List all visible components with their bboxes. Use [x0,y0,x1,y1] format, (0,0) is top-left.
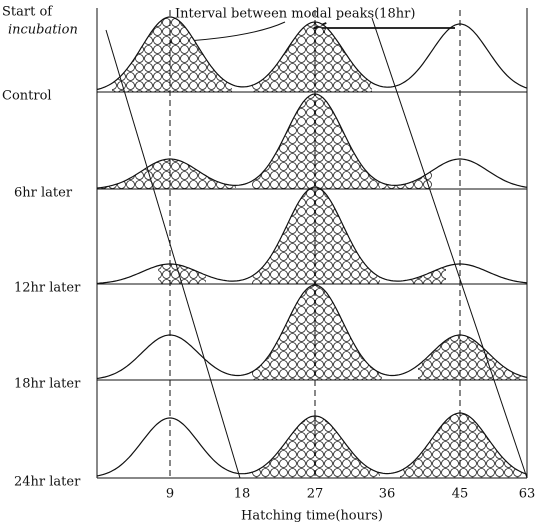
x-tick-label: 27 [307,487,324,502]
hatched-area [252,94,380,189]
hatched-area [100,159,236,189]
hatched-area [382,170,432,189]
curve [96,412,528,477]
row-label: 6hr later [14,186,73,201]
curve [96,284,528,380]
row-label: 18hr later [14,377,81,392]
hatched-area [158,264,206,284]
row-label: 12hr later [14,281,81,296]
diagonal [105,29,241,479]
hatched-area [252,22,372,92]
row-label: 24hr later [14,475,81,490]
x-tick-label: 9 [166,487,174,502]
x-tick-label: 18 [234,487,251,502]
hatched-area [400,413,522,478]
hatched-area [252,187,380,284]
hatched-area [252,285,382,380]
hatched-area [418,335,522,380]
start-label: incubation [8,23,78,38]
curve [96,93,528,189]
curve [96,16,528,91]
x-tick-label: 36 [379,487,396,502]
start-label: Start of [2,5,53,20]
x-axis-title: Hatching time(hours) [241,509,383,524]
annotation: Interval between modal peaks(18hr) [175,7,415,22]
x-tick-label: 63 [519,487,536,502]
row-label: Control [2,89,52,104]
diagonal [371,17,528,479]
hatched-area [252,416,380,478]
hatched-area [112,17,232,92]
x-tick-label: 45 [452,487,469,502]
hatched-area [408,266,446,284]
